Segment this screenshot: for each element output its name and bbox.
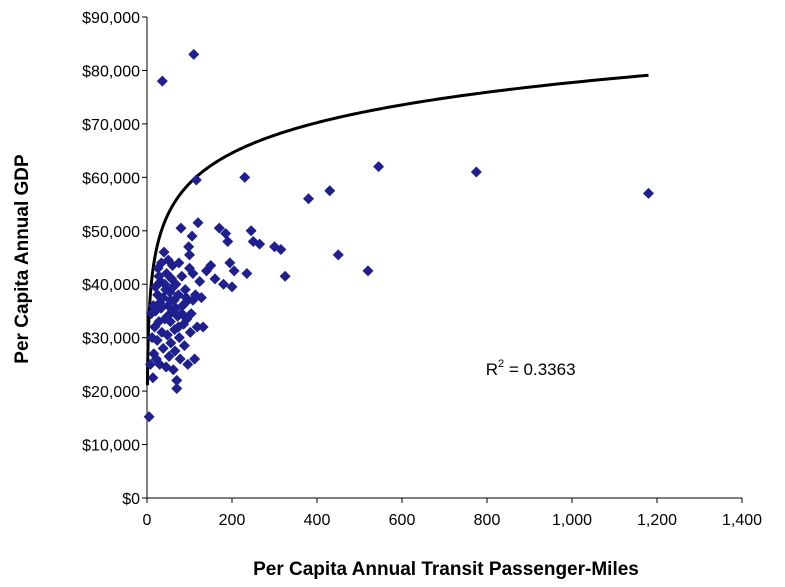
data-point: [209, 273, 221, 285]
y-tick-label: $70,000: [82, 117, 140, 134]
data-point: [184, 249, 195, 261]
trendline-group: [145, 73, 649, 386]
data-point: [147, 372, 159, 384]
data-point: [167, 364, 179, 376]
data-point: [205, 260, 217, 272]
data-point: [303, 193, 314, 205]
data-point: [161, 329, 173, 341]
data-point: [159, 278, 171, 290]
data-point: [245, 225, 257, 237]
data-point: [151, 334, 163, 346]
data-point: [170, 302, 182, 314]
x-axis-title: Per Capita Annual Transit Passenger-Mile…: [253, 559, 639, 580]
y-axis: $0 $10,000 $20,000 $30,000 $40,000 $50,000 $60…: [82, 10, 148, 508]
data-point: [171, 382, 183, 394]
y-tick-label: $40,000: [82, 277, 140, 294]
data-point: [213, 222, 225, 234]
data-point: [144, 358, 156, 370]
data-point: [220, 227, 232, 239]
data-point: [163, 350, 175, 362]
data-point: [185, 308, 197, 320]
y-tick-label: $80,000: [82, 63, 140, 80]
x-tick-label: 600: [389, 512, 416, 529]
data-point: [224, 257, 236, 269]
data-point: [173, 257, 185, 269]
data-point: [254, 238, 266, 250]
y-tick-label: $90,000: [82, 10, 140, 27]
y-tick-label: $10,000: [82, 438, 140, 455]
data-point: [332, 249, 344, 261]
data-point: [153, 270, 165, 282]
data-point: [171, 374, 183, 386]
data-point: [186, 230, 198, 242]
y-tick-label: $30,000: [82, 331, 140, 348]
r-squared-superscript: 2: [498, 358, 504, 370]
data-point: [643, 187, 654, 199]
data-point: [184, 262, 195, 274]
data-point: [362, 265, 374, 277]
x-tick-label: 0: [143, 512, 152, 529]
data-point: [156, 75, 168, 87]
r-squared-base: R: [486, 360, 498, 379]
data-point: [275, 243, 287, 255]
y-tick-label: $50,000: [82, 224, 140, 241]
y-axis-title: Per Capita Annual GDP: [12, 154, 33, 364]
data-point: [150, 281, 161, 293]
data-point: [197, 321, 209, 333]
data-point: [161, 310, 173, 322]
data-point: [172, 321, 184, 333]
data-point: [175, 222, 187, 234]
data-point: [194, 276, 206, 288]
data-point: [188, 48, 200, 60]
data-point: [184, 326, 196, 338]
r-squared-annotation: R2 = 0.3363: [486, 358, 576, 379]
data-point: [165, 337, 177, 349]
data-point: [176, 308, 188, 320]
data-point: [470, 166, 482, 178]
x-tick-label: 200: [219, 512, 246, 529]
y-tick-label: $60,000: [82, 170, 140, 187]
data-point: [155, 302, 167, 314]
data-point: [191, 321, 203, 333]
r-squared-value: = 0.3363: [504, 360, 575, 379]
data-point: [324, 185, 336, 197]
data-point: [176, 270, 188, 282]
data-point: [226, 281, 238, 293]
data-point: [167, 281, 179, 293]
data-point: [192, 217, 204, 229]
data-point: [158, 246, 170, 258]
x-tick-label: 1,000: [552, 512, 592, 529]
x-axis: 0 200 400 600 800 1,000 1,200 1,400: [143, 497, 762, 529]
x-tick-label: 400: [304, 512, 331, 529]
data-point: [182, 358, 194, 370]
data-point: [174, 353, 186, 365]
data-point: [279, 270, 291, 282]
trendline: [145, 73, 649, 386]
data-point: [143, 411, 155, 423]
data-point: [179, 284, 191, 296]
data-point: [190, 174, 202, 186]
x-tick-label: 1,400: [722, 512, 762, 529]
data-point: [241, 268, 253, 280]
data-point: [178, 340, 190, 352]
data-points: [143, 48, 654, 423]
data-point: [373, 161, 385, 173]
y-tick-label: $0: [122, 491, 140, 508]
x-tick-label: 800: [474, 512, 501, 529]
data-point: [222, 235, 234, 247]
data-point: [239, 171, 251, 183]
x-tick-label: 1,200: [637, 512, 677, 529]
data-point: [195, 292, 207, 304]
data-point: [183, 241, 195, 253]
data-point: [173, 332, 185, 344]
data-point: [169, 345, 181, 357]
data-point: [228, 265, 240, 277]
data-point: [189, 353, 201, 365]
data-point: [164, 294, 176, 306]
data-point: [187, 294, 199, 306]
y-tick-label: $20,000: [82, 384, 140, 401]
data-point: [157, 342, 169, 354]
data-point: [218, 278, 229, 290]
